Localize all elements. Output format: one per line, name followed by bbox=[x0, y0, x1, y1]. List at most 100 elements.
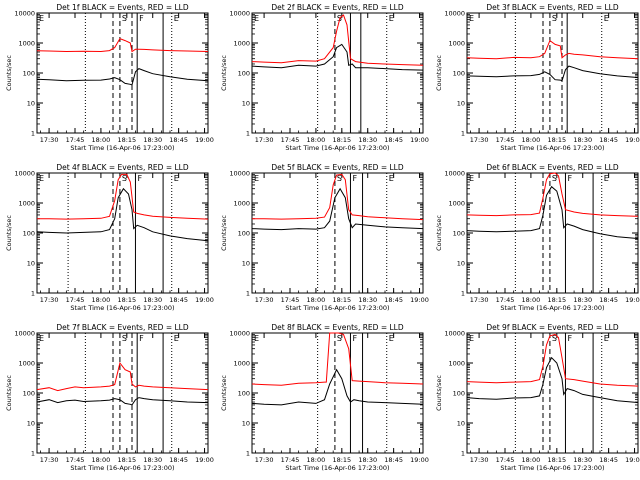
x-tick-label: 19:00 bbox=[625, 456, 640, 464]
y-tick-label: 10 bbox=[27, 100, 35, 108]
panel-title: Det 4f BLACK = Events, RED = LLD bbox=[56, 163, 189, 172]
y-tick-label: 1 bbox=[246, 130, 250, 138]
y-tick-label: 10 bbox=[242, 420, 250, 428]
lld-series-line bbox=[36, 37, 209, 53]
y-tick-label: 100 bbox=[453, 230, 465, 238]
y-axis-label: Counts/sec bbox=[435, 215, 443, 251]
events-series-line bbox=[466, 185, 639, 240]
time-marker-label: E bbox=[469, 174, 474, 183]
time-marker-label: E bbox=[604, 174, 609, 183]
x-axis-label: Start Time (16-Apr-06 17:23:00) bbox=[500, 144, 604, 152]
y-tick-label: 10000 bbox=[14, 330, 35, 338]
y-axis-label: Counts/sec bbox=[220, 55, 228, 91]
events-series-line bbox=[36, 397, 209, 406]
x-tick-label: 17:45 bbox=[496, 136, 515, 144]
y-axis-label: Counts/sec bbox=[435, 375, 443, 411]
x-tick-label: 18:15 bbox=[547, 456, 566, 464]
detector-panel: Det 1f BLACK = Events, RED = LLD Counts/s… bbox=[5, 3, 214, 152]
y-axis-label: Counts/sec bbox=[220, 375, 228, 411]
x-tick-label: 18:30 bbox=[358, 456, 377, 464]
detector-panel: Det 2f BLACK = Events, RED = LLD Counts/s… bbox=[220, 3, 429, 152]
y-tick-label: 100 bbox=[23, 70, 35, 78]
x-tick-label: 17:30 bbox=[40, 136, 59, 144]
y-tick-label: 1 bbox=[31, 450, 35, 458]
y-tick-label: 10000 bbox=[229, 170, 250, 178]
detector-panel: Det 5f BLACK = Events, RED = LLD Counts/s… bbox=[220, 163, 429, 312]
lld-series-line bbox=[252, 173, 424, 221]
lld-series-line bbox=[466, 333, 639, 387]
time-marker-label: S bbox=[122, 14, 127, 23]
x-tick-label: 17:30 bbox=[470, 456, 489, 464]
y-tick-label: 10 bbox=[457, 100, 465, 108]
x-tick-label: 19:00 bbox=[410, 456, 429, 464]
time-marker-label: F bbox=[352, 174, 357, 183]
lld-series-line bbox=[36, 361, 209, 392]
panel-title: Det 9f BLACK = Events, RED = LLD bbox=[486, 323, 619, 332]
x-tick-label: 18:30 bbox=[143, 296, 162, 304]
time-marker-label: F bbox=[567, 334, 572, 343]
x-tick-label: 18:45 bbox=[599, 296, 618, 304]
x-tick-label: 18:00 bbox=[92, 136, 111, 144]
y-tick-label: 10 bbox=[242, 260, 250, 268]
y-tick-label: 1000 bbox=[448, 360, 465, 368]
x-tick-label: 17:30 bbox=[470, 296, 489, 304]
x-tick-label: 17:45 bbox=[496, 296, 515, 304]
y-tick-label: 10000 bbox=[444, 330, 465, 338]
x-tick-label: 17:30 bbox=[255, 296, 274, 304]
y-tick-label: 1000 bbox=[18, 200, 35, 208]
y-tick-label: 1000 bbox=[448, 200, 465, 208]
y-tick-label: 1000 bbox=[233, 40, 250, 48]
y-tick-label: 10 bbox=[457, 260, 465, 268]
x-tick-label: 18:15 bbox=[117, 456, 136, 464]
x-axis-label: Start Time (16-Apr-06 17:23:00) bbox=[285, 144, 389, 152]
y-tick-label: 1000 bbox=[233, 200, 250, 208]
y-tick-label: 1 bbox=[461, 130, 465, 138]
x-tick-label: 19:00 bbox=[410, 136, 429, 144]
x-tick-label: 17:45 bbox=[66, 456, 85, 464]
x-tick-label: 17:45 bbox=[496, 456, 515, 464]
plot-frame bbox=[466, 332, 639, 454]
plot-frame bbox=[36, 12, 209, 134]
events-series-line bbox=[251, 368, 424, 406]
y-tick-label: 10 bbox=[457, 420, 465, 428]
x-tick-label: 17:45 bbox=[281, 456, 300, 464]
plot-frame bbox=[36, 332, 209, 454]
plot-frame bbox=[251, 12, 424, 134]
events-series-line bbox=[466, 65, 639, 82]
x-tick-label: 18:15 bbox=[117, 136, 136, 144]
time-marker-label: E bbox=[174, 14, 179, 23]
y-tick-label: 10000 bbox=[14, 170, 35, 178]
x-tick-label: 18:15 bbox=[547, 136, 566, 144]
detector-panel: Det 7f BLACK = Events, RED = LLD Counts/s… bbox=[5, 323, 214, 472]
x-tick-label: 18:30 bbox=[358, 296, 377, 304]
x-tick-label: 18:30 bbox=[573, 456, 592, 464]
x-tick-label: 18:15 bbox=[332, 296, 351, 304]
time-marker-label: F bbox=[139, 14, 144, 23]
y-tick-label: 10 bbox=[27, 420, 35, 428]
x-tick-label: 18:15 bbox=[332, 136, 351, 144]
detector-panel: Det 8f BLACK = Events, RED = LLD Counts/s… bbox=[220, 323, 429, 472]
time-marker-label: S bbox=[122, 334, 127, 343]
time-marker-label: E bbox=[604, 14, 609, 23]
x-tick-label: 18:30 bbox=[143, 456, 162, 464]
time-marker-label: E bbox=[174, 174, 179, 183]
plot-frame bbox=[466, 12, 639, 134]
plot-frame bbox=[466, 172, 639, 294]
x-tick-label: 18:00 bbox=[522, 296, 541, 304]
x-tick-label: 18:45 bbox=[384, 456, 403, 464]
x-tick-label: 19:00 bbox=[195, 456, 214, 464]
y-tick-label: 100 bbox=[453, 390, 465, 398]
time-marker-label: E bbox=[254, 174, 259, 183]
panel-title: Det 6f BLACK = Events, RED = LLD bbox=[486, 163, 619, 172]
x-tick-label: 19:00 bbox=[195, 136, 214, 144]
time-marker-label: S bbox=[337, 334, 342, 343]
x-tick-label: 18:00 bbox=[92, 296, 111, 304]
y-axis-label: Counts/sec bbox=[5, 215, 13, 251]
y-tick-label: 10000 bbox=[229, 330, 250, 338]
x-tick-label: 18:00 bbox=[92, 456, 111, 464]
y-tick-label: 1000 bbox=[233, 360, 250, 368]
time-marker-label: E bbox=[469, 14, 474, 23]
time-marker-label: E bbox=[604, 334, 609, 343]
time-marker-label: E bbox=[389, 14, 394, 23]
